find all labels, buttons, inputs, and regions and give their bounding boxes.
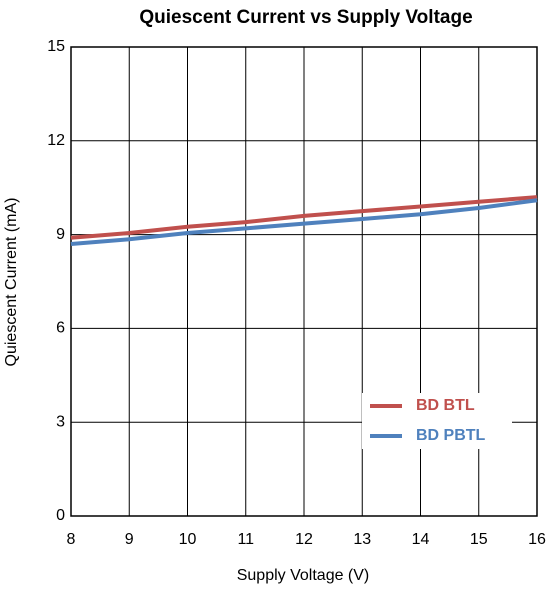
y-axis-label: Quiescent Current (mA) xyxy=(3,198,20,367)
x-tick-label: 15 xyxy=(470,531,488,548)
x-tick-label: 16 xyxy=(528,531,546,548)
x-tick-label: 11 xyxy=(237,531,254,548)
data-line xyxy=(70,195,538,240)
data-line xyxy=(70,198,538,246)
legend-label: BD BTL xyxy=(416,397,475,414)
y-tick-label: 9 xyxy=(56,226,65,243)
x-tick-label: 14 xyxy=(412,531,430,548)
legend-box xyxy=(362,393,512,449)
legend-label: BD PBTL xyxy=(416,427,486,444)
plot-frame xyxy=(70,46,538,517)
x-tick-label: 10 xyxy=(179,531,197,548)
y-tick-label: 0 xyxy=(56,507,65,524)
y-tick-label: 6 xyxy=(56,320,65,337)
x-tick-label: 12 xyxy=(295,531,313,548)
y-tick-label: 12 xyxy=(47,132,65,149)
y-tick-label: 3 xyxy=(56,413,65,430)
y-tick-label: 15 xyxy=(47,38,65,55)
x-tick-label: 8 xyxy=(67,531,76,548)
x-axis-label: Supply Voltage (V) xyxy=(237,567,370,584)
x-tick-label: 13 xyxy=(353,531,371,548)
chart-title: Quiescent Current vs Supply Voltage xyxy=(139,7,472,28)
x-tick-label: 9 xyxy=(125,531,134,548)
